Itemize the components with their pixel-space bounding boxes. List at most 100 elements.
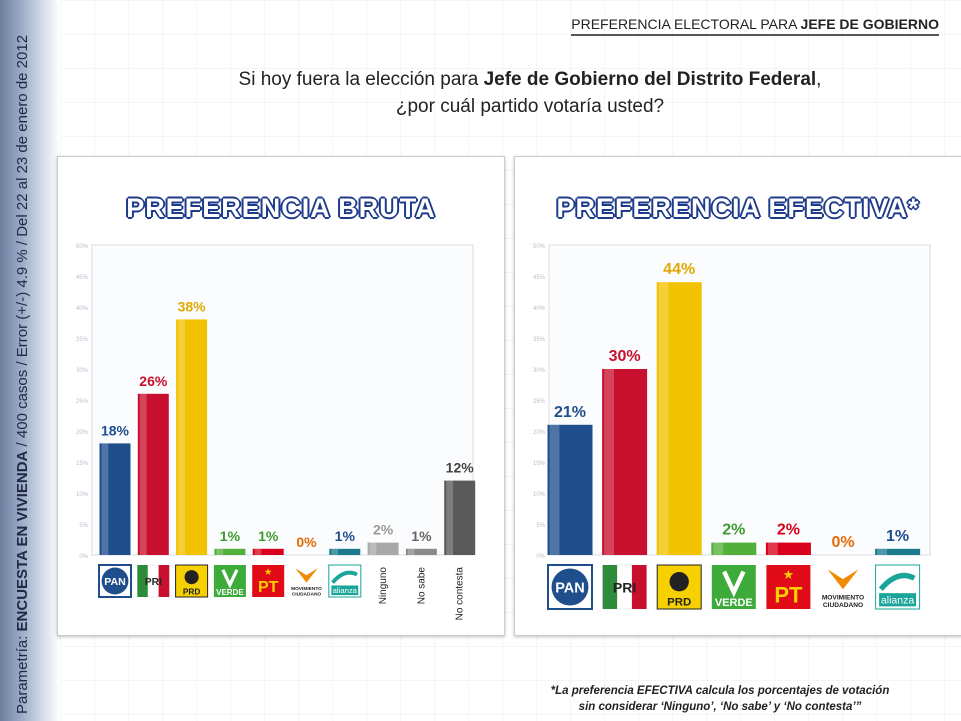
chart-title-efectiva: PREFERENCIA EFECTIVA*: [556, 193, 920, 223]
bar-highlight: [178, 319, 185, 555]
y-tick-label: 5%: [536, 523, 545, 529]
bar-verde: [214, 548, 246, 555]
logo-text-verde: VERDE: [216, 588, 244, 597]
data-label: 0%: [831, 534, 854, 551]
party-logo-verde: VERDE: [213, 565, 246, 597]
logo-text-prd: PRD: [667, 596, 691, 608]
bar-highlight: [713, 542, 724, 555]
bar-alianza: [329, 548, 361, 555]
bar-highlight: [331, 548, 339, 555]
y-tick-label: 50%: [533, 244, 546, 250]
logo-text-alianza: alianza: [333, 586, 358, 595]
y-tick-label: 25%: [76, 399, 89, 405]
y-tick-label: 10%: [533, 492, 546, 498]
data-label: 2%: [777, 522, 800, 539]
party-logo-pri: PRI: [137, 564, 170, 598]
chart-panel-bruta: PREFERENCIA BRUTA 0% 5% 10% 15% 20% 25% 30% 35%…: [57, 156, 505, 636]
logo-text-verde: VERDE: [715, 597, 753, 609]
bar-pri: [137, 393, 169, 555]
y-tick-label: 0%: [536, 554, 545, 560]
data-label: 1%: [220, 528, 241, 544]
data-label: 1%: [886, 528, 909, 545]
data-label: 21%: [554, 404, 586, 421]
y-tick-label: 30%: [533, 368, 546, 374]
party-logo-alianza: alianza: [328, 564, 362, 598]
y-tick-label: 15%: [76, 461, 89, 467]
logo-text-pt: PT: [774, 582, 803, 607]
bar-pan: [547, 424, 593, 555]
bar-pan: [99, 443, 131, 555]
category-label: No contesta: [455, 567, 466, 621]
logo-text-pan: PAN: [104, 576, 125, 588]
party-logo-pt: ★PT: [252, 565, 285, 597]
y-tick-label: 5%: [79, 523, 88, 529]
logo-text-pt: PT: [258, 579, 279, 596]
bar-highlight: [369, 542, 377, 555]
y-tick-label: 10%: [76, 492, 89, 498]
y-tick-label: 35%: [76, 337, 89, 343]
data-label: 26%: [139, 373, 168, 389]
data-label: 0%: [296, 534, 317, 550]
footnote: *La preferencia EFECTIVA calcula los por…: [550, 685, 890, 713]
bar-pt: [252, 548, 284, 555]
bar-highlight: [407, 548, 415, 555]
bar-pt: [765, 542, 811, 555]
bar-highlight: [604, 369, 614, 555]
bar-highlight: [767, 542, 778, 555]
data-label: 1%: [335, 528, 356, 544]
logo-text-mc-2: CIUDADANO: [823, 602, 863, 609]
bar-ninguno: [367, 542, 399, 555]
data-label: 38%: [178, 298, 207, 314]
logo-text-prd: PRD: [183, 586, 201, 596]
bar-highlight: [216, 548, 224, 555]
logo-text-mc-1: MOVIMIENTO: [822, 594, 864, 601]
party-logo-alianza: alianza: [875, 564, 921, 610]
data-label: 30%: [609, 348, 641, 365]
party-logo-pri: PRI: [602, 564, 647, 610]
logo-text-pri: PRI: [145, 577, 162, 588]
party-logo-verde: VERDE: [711, 565, 756, 609]
party-logo-prd: PRD: [656, 564, 702, 610]
party-logo-pt: ★PT: [766, 565, 811, 609]
y-tick-label: 20%: [76, 430, 89, 436]
party-logo-prd: PRD: [175, 564, 209, 598]
category-label: Ninguno: [378, 567, 389, 605]
bar-highlight: [254, 548, 262, 555]
bar-prd: [176, 319, 208, 555]
survey-question: Si hoy fuera la elección para Jefe de Go…: [238, 69, 822, 117]
bar-highlight: [549, 424, 560, 555]
data-label: 2%: [373, 522, 394, 538]
data-label: 12%: [446, 460, 475, 476]
bar-highlight: [139, 393, 147, 555]
y-tick-label: 0%: [79, 554, 88, 560]
data-label: 44%: [663, 261, 695, 278]
page-header: PREFERENCIA ELECTORAL PARA JEFE DE GOBIE…: [571, 16, 939, 36]
y-tick-label: 15%: [533, 461, 546, 467]
bar-chart-bruta: 0% 5% 10% 15% 20% 25% 30% 35% 40% 45% 50% 18% PAN 26%…: [76, 244, 476, 621]
y-tick-label: 20%: [533, 430, 546, 436]
logo-text-pan: PAN: [555, 581, 585, 597]
data-label: 1%: [258, 528, 279, 544]
bar-chart-efectiva: 0% 5% 10% 15% 20% 25% 30% 35% 40% 45% 50% 21% PAN 30%…: [533, 244, 931, 610]
bar-verde: [711, 542, 757, 555]
party-logo-pan: PAN: [547, 564, 593, 610]
category-label: No sabe: [416, 567, 427, 605]
logo-text-mc-1: MOVIMIENTO: [291, 586, 322, 592]
bar-highlight: [877, 548, 887, 555]
star-icon: ★: [782, 567, 794, 582]
bar-highlight: [658, 282, 669, 555]
bar-no-sabe: [405, 548, 437, 555]
background-side-band: [0, 0, 60, 721]
bar-alianza: [875, 548, 921, 555]
survey-info: Parametría: ENCUESTA EN VIVIENDA / 400 c…: [14, 34, 31, 714]
data-label: 18%: [101, 422, 130, 438]
data-label: 2%: [722, 522, 745, 539]
logo-text-mc-2: CIUDADANO: [292, 591, 322, 597]
logo-text-pri: PRI: [613, 579, 636, 595]
party-logo-pan: PAN: [98, 564, 132, 598]
y-tick-label: 25%: [533, 399, 546, 405]
chart-panel-efectiva: PREFERENCIA EFECTIVA* 0% 5% 10% 15% 20% 25% 30…: [514, 156, 961, 636]
bar-no-contesta: [444, 480, 476, 555]
